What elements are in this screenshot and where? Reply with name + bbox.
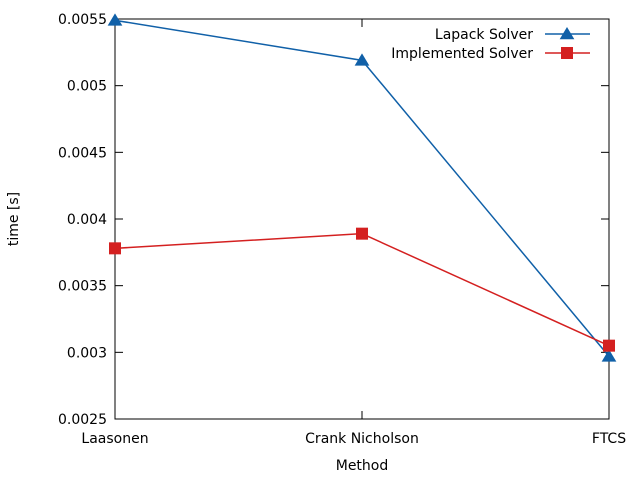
y-tick-label: 0.005 — [67, 79, 107, 95]
data-point — [109, 242, 121, 255]
y-axis-label: time [s] — [6, 192, 22, 246]
y-tick-label: 0.0055 — [58, 12, 107, 28]
data-point — [356, 227, 368, 240]
legend-marker — [559, 27, 575, 40]
x-axis-label: Method — [336, 458, 389, 474]
y-tick-label: 0.004 — [67, 212, 107, 228]
series-line — [114, 19, 610, 357]
series-line — [114, 232, 610, 347]
x-tick-label: Laasonen — [81, 431, 148, 447]
data-point — [354, 53, 370, 66]
x-axis: Laasonen Crank Nicholson FTCS — [81, 19, 626, 447]
y-tick-label: 0.003 — [67, 345, 107, 361]
data-point — [107, 13, 123, 26]
legend-marker — [561, 47, 573, 59]
legend-label: Lapack Solver — [435, 27, 533, 43]
legend-label: Implemented Solver — [391, 46, 533, 62]
series-layer — [107, 13, 617, 362]
y-tick-label: 0.0025 — [58, 412, 107, 428]
plot-frame — [114, 18, 610, 420]
y-axis: 0.0025 0.003 0.0035 0.004 0.0045 0.005 0.0055 — [58, 12, 609, 428]
y-tick-label: 0.0045 — [58, 145, 107, 161]
y-tick-label: 0.0035 — [58, 279, 107, 295]
x-tick-label: FTCS — [592, 431, 626, 447]
data-point — [601, 349, 617, 362]
x-tick-label: Crank Nicholson — [305, 431, 419, 447]
series-lapack-solver — [107, 13, 617, 362]
series-implemented-solver — [109, 227, 615, 352]
legend: Lapack Solver Implemented Solver — [391, 27, 590, 62]
data-point — [603, 339, 615, 352]
